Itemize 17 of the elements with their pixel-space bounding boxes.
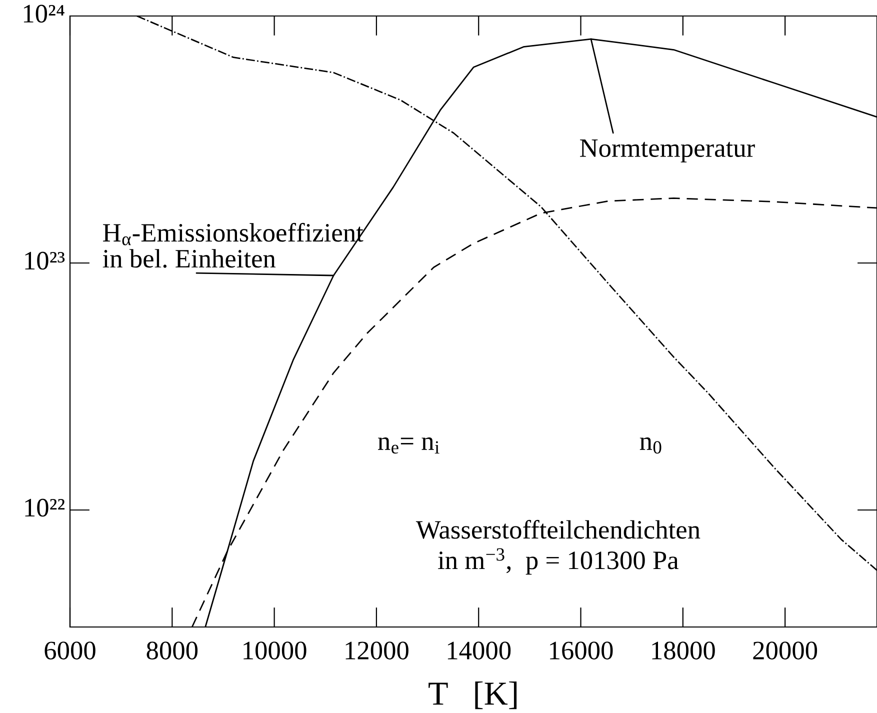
annotation: H$_{α}$-Emissionskoeffizient in bel. Einheiten [102, 222, 364, 268]
y-tick-label: 10²⁴ [24, 4, 64, 23]
x-tick-label: 8000 [146, 642, 198, 660]
x-tick-label: 16000 [550, 642, 613, 660]
x-tick-label: 10000 [244, 642, 306, 660]
annotation: n$_{0}$ [640, 437, 662, 454]
x-tick-label: 20000 [753, 642, 818, 660]
y-tick-label: 10²³ [25, 252, 65, 270]
y-tick-label: 10²² [25, 498, 65, 517]
annotation: n$_{e}$= n$_{i}$ [378, 437, 440, 454]
x-tick-label: 12000 [346, 642, 408, 660]
x-tick-label: 18000 [652, 642, 715, 660]
x-tick-label: 6000 [44, 642, 96, 660]
annotation: Wasserstoffteilchendichten in m$^{−3}$, p = 101300 Pa [416, 520, 700, 575]
x-tick-label: 14000 [448, 642, 511, 660]
annotation: Normtemperatur [580, 139, 755, 162]
x-axis-title: T [K] [428, 681, 517, 710]
